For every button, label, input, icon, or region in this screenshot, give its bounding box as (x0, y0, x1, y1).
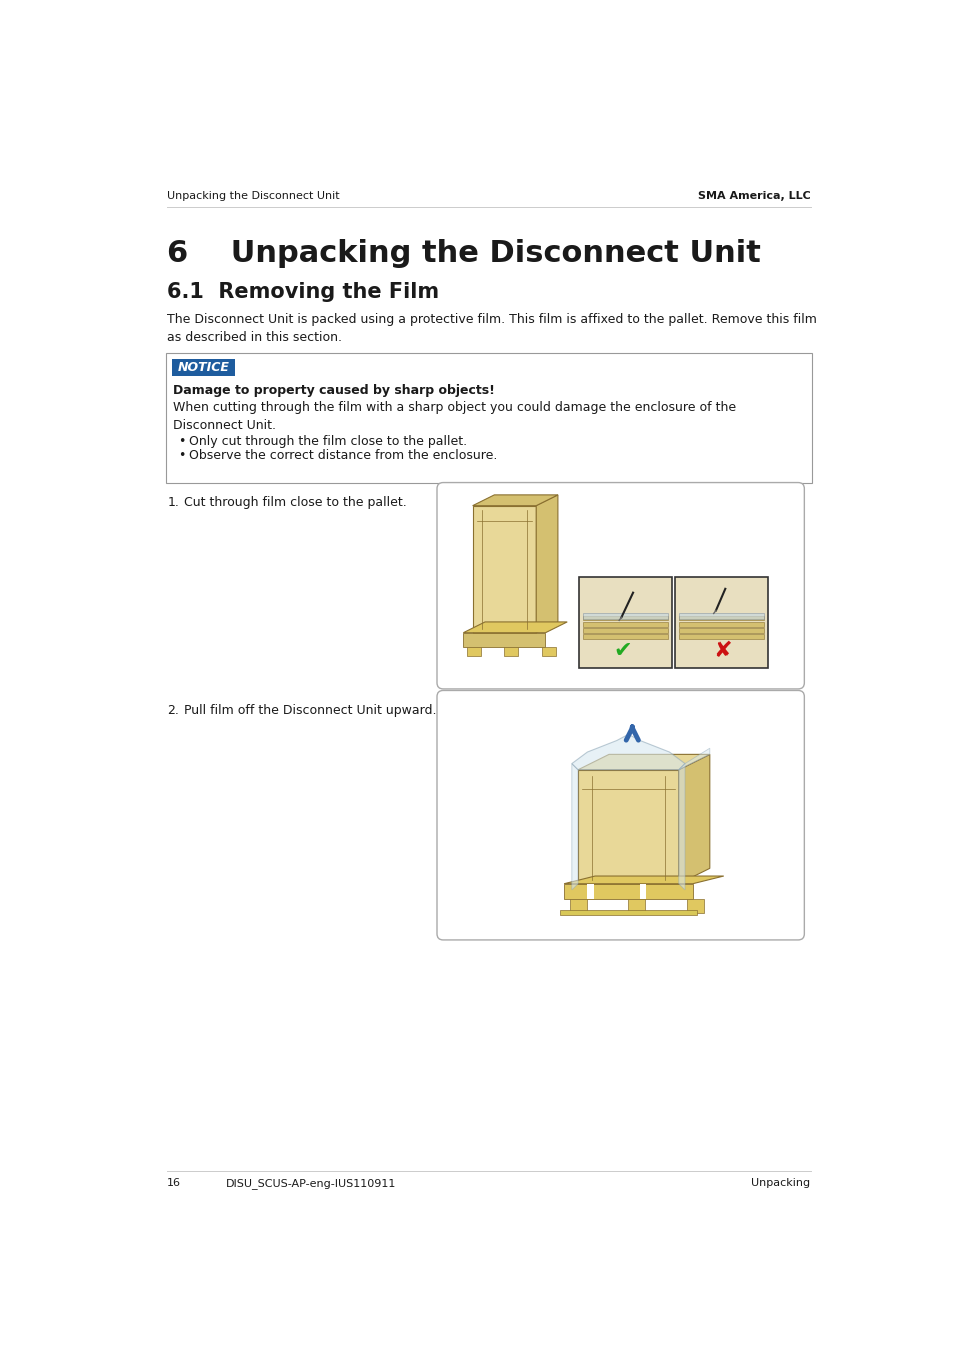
Polygon shape (679, 764, 684, 890)
Text: Pull film off the Disconnect Unit upward.: Pull film off the Disconnect Unit upward… (184, 704, 436, 718)
Text: Observe the correct distance from the enclosure.: Observe the correct distance from the en… (189, 449, 497, 461)
FancyBboxPatch shape (436, 483, 803, 690)
Polygon shape (563, 876, 723, 884)
Polygon shape (679, 754, 709, 884)
Text: When cutting through the film with a sharp object you could damage the enclosure: When cutting through the film with a sha… (173, 402, 736, 431)
Text: 2.: 2. (167, 704, 179, 718)
Polygon shape (463, 633, 545, 646)
Text: DISU_SCUS-AP-eng-IUS110911: DISU_SCUS-AP-eng-IUS110911 (225, 1178, 395, 1188)
Polygon shape (679, 615, 763, 621)
Polygon shape (472, 495, 558, 506)
Polygon shape (536, 495, 558, 633)
Polygon shape (639, 884, 645, 899)
Text: 16: 16 (167, 1178, 181, 1188)
Polygon shape (582, 612, 667, 619)
Polygon shape (563, 884, 692, 899)
Polygon shape (582, 634, 667, 639)
FancyBboxPatch shape (436, 691, 803, 940)
Text: NOTICE: NOTICE (177, 361, 230, 375)
Text: SMA America, LLC: SMA America, LLC (697, 191, 810, 201)
Polygon shape (679, 634, 763, 639)
Polygon shape (467, 646, 480, 656)
Polygon shape (559, 910, 696, 914)
Polygon shape (463, 622, 567, 633)
Text: Damage to property caused by sharp objects!: Damage to property caused by sharp objec… (173, 384, 495, 397)
Polygon shape (541, 646, 555, 656)
Polygon shape (504, 646, 517, 656)
Text: ✘: ✘ (713, 641, 732, 661)
Polygon shape (578, 577, 671, 668)
Text: 6.1  Removing the Film: 6.1 Removing the Film (167, 281, 439, 301)
Polygon shape (571, 764, 578, 890)
Text: 1.: 1. (167, 496, 179, 510)
Text: ✔: ✔ (613, 641, 632, 661)
Text: 6    Unpacking the Disconnect Unit: 6 Unpacking the Disconnect Unit (167, 239, 760, 268)
Bar (166, 353, 811, 483)
Polygon shape (679, 612, 763, 619)
Text: •: • (178, 435, 185, 448)
Text: Cut through film close to the pallet.: Cut through film close to the pallet. (184, 496, 407, 510)
Polygon shape (578, 754, 709, 769)
Polygon shape (587, 884, 593, 899)
Text: Unpacking the Disconnect Unit: Unpacking the Disconnect Unit (167, 191, 339, 201)
Text: Only cut through the film close to the pallet.: Only cut through the film close to the p… (189, 435, 467, 448)
Polygon shape (686, 899, 703, 913)
Polygon shape (679, 748, 709, 769)
Polygon shape (571, 734, 684, 769)
Text: The Disconnect Unit is packed using a protective film. This film is affixed to t: The Disconnect Unit is packed using a pr… (167, 314, 817, 345)
Polygon shape (679, 629, 763, 633)
Polygon shape (674, 577, 767, 668)
Polygon shape (578, 769, 679, 884)
Polygon shape (582, 622, 667, 626)
Text: Unpacking: Unpacking (751, 1178, 810, 1188)
Polygon shape (582, 615, 667, 621)
Polygon shape (472, 506, 536, 633)
Polygon shape (628, 899, 645, 913)
Bar (172, 360, 235, 376)
Polygon shape (570, 899, 587, 913)
Text: •: • (178, 449, 185, 461)
Polygon shape (679, 622, 763, 626)
Polygon shape (582, 629, 667, 633)
